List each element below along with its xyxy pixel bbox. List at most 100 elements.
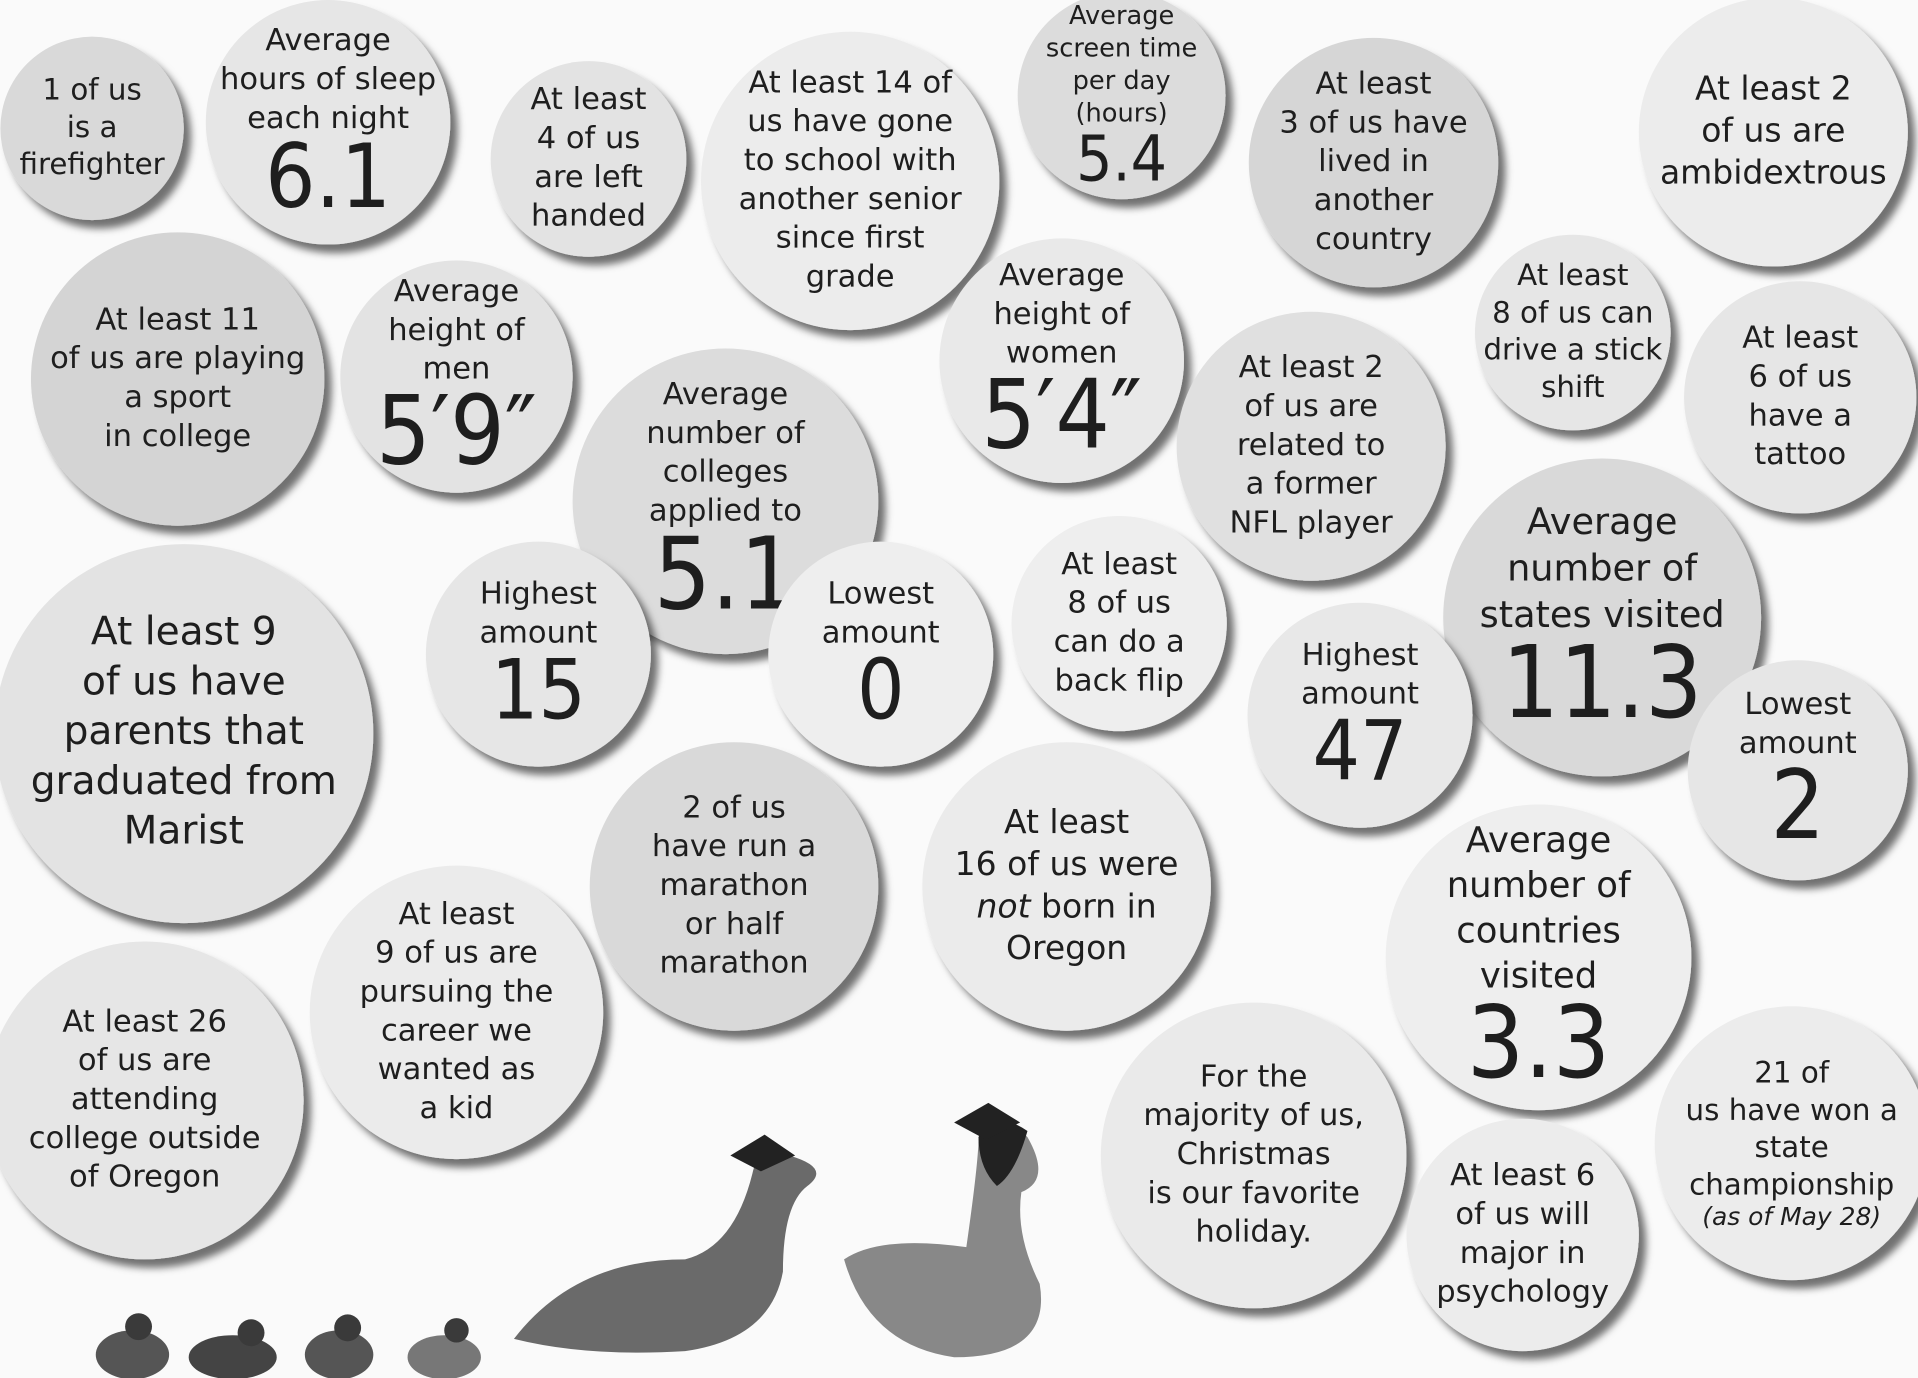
- fact-line: in college: [104, 419, 251, 454]
- fact-line-part: born in: [1031, 886, 1157, 925]
- fact-line: another senior: [739, 182, 962, 217]
- fact-line: Christmas: [1177, 1137, 1331, 1172]
- fact-line: At least 14 of: [748, 65, 953, 100]
- fact-line: screen time: [1046, 33, 1197, 63]
- fact-line: Average: [1466, 820, 1612, 861]
- fact-bubble: Averageheight ofmen5′9″: [340, 260, 572, 492]
- fact-line: us have won a: [1686, 1093, 1898, 1127]
- fact-bubble: At least8 of uscan do aback flip: [1012, 516, 1227, 731]
- fact-line: 8 of us can: [1492, 295, 1653, 329]
- fact-line: Average: [1069, 1, 1174, 31]
- fact-line: back flip: [1054, 663, 1183, 698]
- fact-line: Average: [1527, 500, 1678, 543]
- fact-line: 16 of us were: [955, 844, 1179, 883]
- fact-line: At least 2: [1239, 350, 1384, 385]
- fact-line: Average: [663, 377, 788, 412]
- infographic: 1 of usis afirefighterAveragehours of sl…: [0, 0, 1918, 1378]
- fact-value: 15: [491, 641, 586, 738]
- fact-line: championship: [1689, 1167, 1894, 1201]
- fact-line: At least: [1004, 802, 1129, 841]
- fact-line: At least: [531, 82, 647, 117]
- fact-line: At least: [398, 897, 514, 932]
- fact-line: marathon: [659, 946, 808, 981]
- fact-line: holiday.: [1195, 1215, 1312, 1250]
- fact-line: another: [1314, 183, 1434, 218]
- fact-line-part: not: [977, 886, 1032, 925]
- fact-line: is a: [67, 110, 118, 144]
- fact-line: lived in: [1318, 144, 1429, 179]
- fact-line: can do a: [1054, 624, 1185, 659]
- fact-line: At least: [1061, 547, 1177, 582]
- fact-line: related to: [1237, 428, 1385, 463]
- fact-line: Highest: [480, 577, 597, 612]
- fact-line: of Oregon: [69, 1160, 220, 1195]
- fact-line: per day: [1073, 66, 1171, 96]
- fact-line: or half: [685, 907, 785, 942]
- fact-line: parents that: [64, 709, 304, 754]
- fact-line: a sport: [124, 380, 231, 415]
- fact-line: 4 of us: [537, 121, 641, 156]
- fact-line: At least: [1316, 66, 1432, 101]
- fact-line: have a: [1749, 398, 1852, 433]
- fact-value: 47: [1312, 702, 1407, 799]
- fact-line: number of: [1447, 865, 1632, 906]
- fact-bubble: At least 4 of us are left handed: [491, 61, 687, 257]
- fact-line: 3 of us have: [1279, 105, 1467, 140]
- fact-line: drive a stick: [1483, 333, 1662, 367]
- fact-line: hours of sleep: [220, 62, 436, 97]
- fact-line: wanted as: [378, 1052, 536, 1087]
- fact-line: to school with: [744, 143, 957, 178]
- fact-value: 5′9″: [376, 376, 537, 487]
- fact-line: At least: [1742, 321, 1858, 356]
- fact-line: 21 of: [1754, 1056, 1830, 1090]
- fact-line: 1 of us: [42, 73, 141, 107]
- fact-line: grade: [806, 260, 895, 295]
- fact-line: 6 of us: [1748, 359, 1852, 394]
- fact-line: pursuing the: [360, 974, 554, 1009]
- fact-line: of us are: [78, 1043, 212, 1078]
- fact-bubble: At least6 of ushave atattoo: [1684, 281, 1916, 513]
- fact-line: not born in: [977, 886, 1157, 925]
- fact-value: 3.3: [1467, 984, 1610, 1101]
- fact-line: 9 of us are: [375, 936, 538, 971]
- fact-line: Marist: [124, 809, 244, 854]
- fact-bubble: Averagehours of sleepeach night6.1: [206, 0, 451, 245]
- fact-line: is our favorite: [1147, 1176, 1360, 1211]
- fact-line: of us will: [1455, 1197, 1590, 1232]
- fact-value: 5′4″: [981, 360, 1142, 471]
- fact-bubble: At least 11of us are playinga sportin co…: [31, 232, 324, 525]
- fact-line: Average: [394, 274, 519, 309]
- fact-line: handed: [531, 199, 646, 234]
- fact-value: 0: [857, 641, 905, 738]
- fact-line: state: [1755, 1130, 1829, 1164]
- fact-line: a former: [1246, 467, 1377, 502]
- fact-line: height of: [388, 313, 526, 348]
- fact-line: At least: [1517, 258, 1628, 292]
- fact-line: of us are playing: [50, 341, 305, 376]
- fact-line: countries: [1456, 910, 1621, 951]
- fact-line: Average: [265, 23, 390, 58]
- fact-line: At least 9: [91, 610, 277, 655]
- fact-line: marathon: [659, 868, 808, 903]
- fact-line: majority of us,: [1143, 1098, 1364, 1133]
- fact-line: Highest: [1302, 638, 1419, 673]
- fact-line: NFL player: [1230, 505, 1394, 540]
- fact-line: a kid: [419, 1091, 493, 1126]
- fact-value: 5.4: [1076, 122, 1167, 196]
- fact-line: ambidextrous: [1660, 152, 1887, 191]
- fact-bubble: At least 9of us haveparents thatgraduate…: [0, 544, 373, 923]
- fact-line: colleges: [663, 455, 788, 490]
- fact-line: At least 6: [1450, 1158, 1595, 1193]
- fact-line: are left: [534, 160, 643, 195]
- fact-bubble: At least 6of us willmajor inpsychology: [1407, 1119, 1639, 1351]
- fact-line: major in: [1460, 1236, 1586, 1271]
